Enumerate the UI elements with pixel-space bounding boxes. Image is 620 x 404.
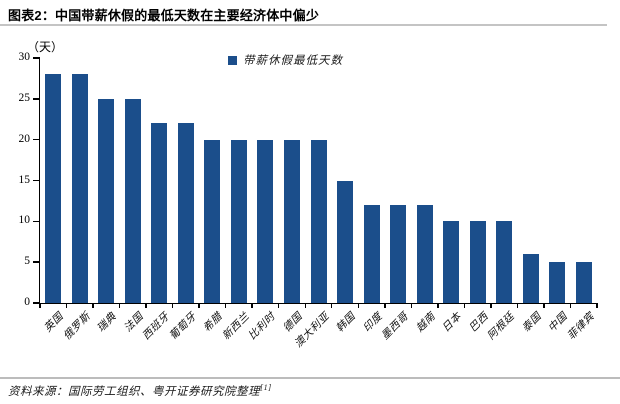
bar (177, 123, 194, 303)
x-tick-mark (145, 303, 147, 308)
source-text: 国际劳工组织、粤开证券研究院整理 (68, 386, 260, 398)
y-tick-label: 25 (18, 91, 31, 104)
y-tick-label: 30 (18, 51, 31, 63)
x-tick-mark (171, 303, 174, 308)
bar (204, 139, 221, 303)
source-footnote-marker: [1] (260, 383, 272, 393)
bar (71, 74, 88, 303)
bar (416, 205, 433, 303)
y-tick-label: 20 (18, 132, 31, 145)
y-axis-line (38, 57, 40, 304)
legend-label: 带薪休假最低天数 (243, 55, 343, 67)
bar (549, 262, 566, 303)
x-tick-mark (198, 303, 200, 308)
y-tick-mark (33, 57, 39, 59)
legend: 带薪休假最低天数 (228, 52, 343, 68)
bar (257, 139, 274, 303)
x-tick-mark (304, 303, 306, 308)
x-tick-mark (490, 303, 492, 308)
x-tick-mark (357, 303, 359, 308)
x-tick-mark (543, 303, 545, 308)
x-tick-mark (118, 303, 121, 308)
x-tick-mark (224, 303, 227, 308)
x-tick-mark (463, 303, 466, 308)
x-tick-mark (92, 303, 94, 308)
x-tick-mark (437, 303, 439, 308)
bar (469, 221, 486, 303)
y-tick-label: 5 (24, 255, 30, 268)
bar (230, 139, 247, 303)
bar (363, 205, 380, 303)
bar (310, 139, 327, 303)
bar (496, 221, 513, 303)
x-tick-mark (65, 303, 68, 308)
bar (98, 98, 115, 303)
y-tick-label: 15 (18, 173, 31, 186)
y-tick-mark (33, 179, 39, 182)
bar (124, 98, 141, 303)
bar (390, 205, 407, 303)
title-divider (0, 24, 607, 26)
y-tick-mark (33, 302, 39, 304)
bar (45, 74, 62, 303)
bar (283, 139, 300, 303)
y-tick-label: 10 (18, 214, 31, 227)
x-tick-mark (39, 303, 41, 308)
x-tick-mark (516, 303, 519, 308)
source-prefix: 资料来源： (8, 386, 68, 398)
bar (151, 123, 168, 303)
bar (443, 221, 460, 303)
bar (522, 254, 539, 303)
bar (575, 262, 592, 303)
x-axis-line (38, 302, 598, 305)
x-tick-mark (410, 303, 413, 308)
footer-divider (0, 377, 620, 379)
y-tick-mark (33, 261, 39, 263)
bar (337, 180, 354, 303)
x-tick-mark (278, 303, 280, 308)
x-tick-mark (331, 303, 333, 308)
x-tick-mark (384, 303, 386, 308)
y-tick-label: 0 (24, 296, 30, 308)
y-tick-mark (33, 220, 39, 223)
x-tick-mark (596, 303, 598, 308)
y-axis-unit-label: （天） (27, 40, 64, 54)
x-tick-mark (251, 303, 253, 308)
legend-swatch-icon (228, 55, 237, 65)
source-note: 资料来源：国际劳工组织、粤开证券研究院整理[1] (8, 383, 272, 399)
y-tick-mark (33, 98, 39, 100)
y-tick-mark (33, 138, 39, 141)
chart-title: 图表2：中国带薪休假的最低天数在主要经济体中偏少 (8, 8, 320, 23)
x-tick-mark (569, 303, 572, 308)
